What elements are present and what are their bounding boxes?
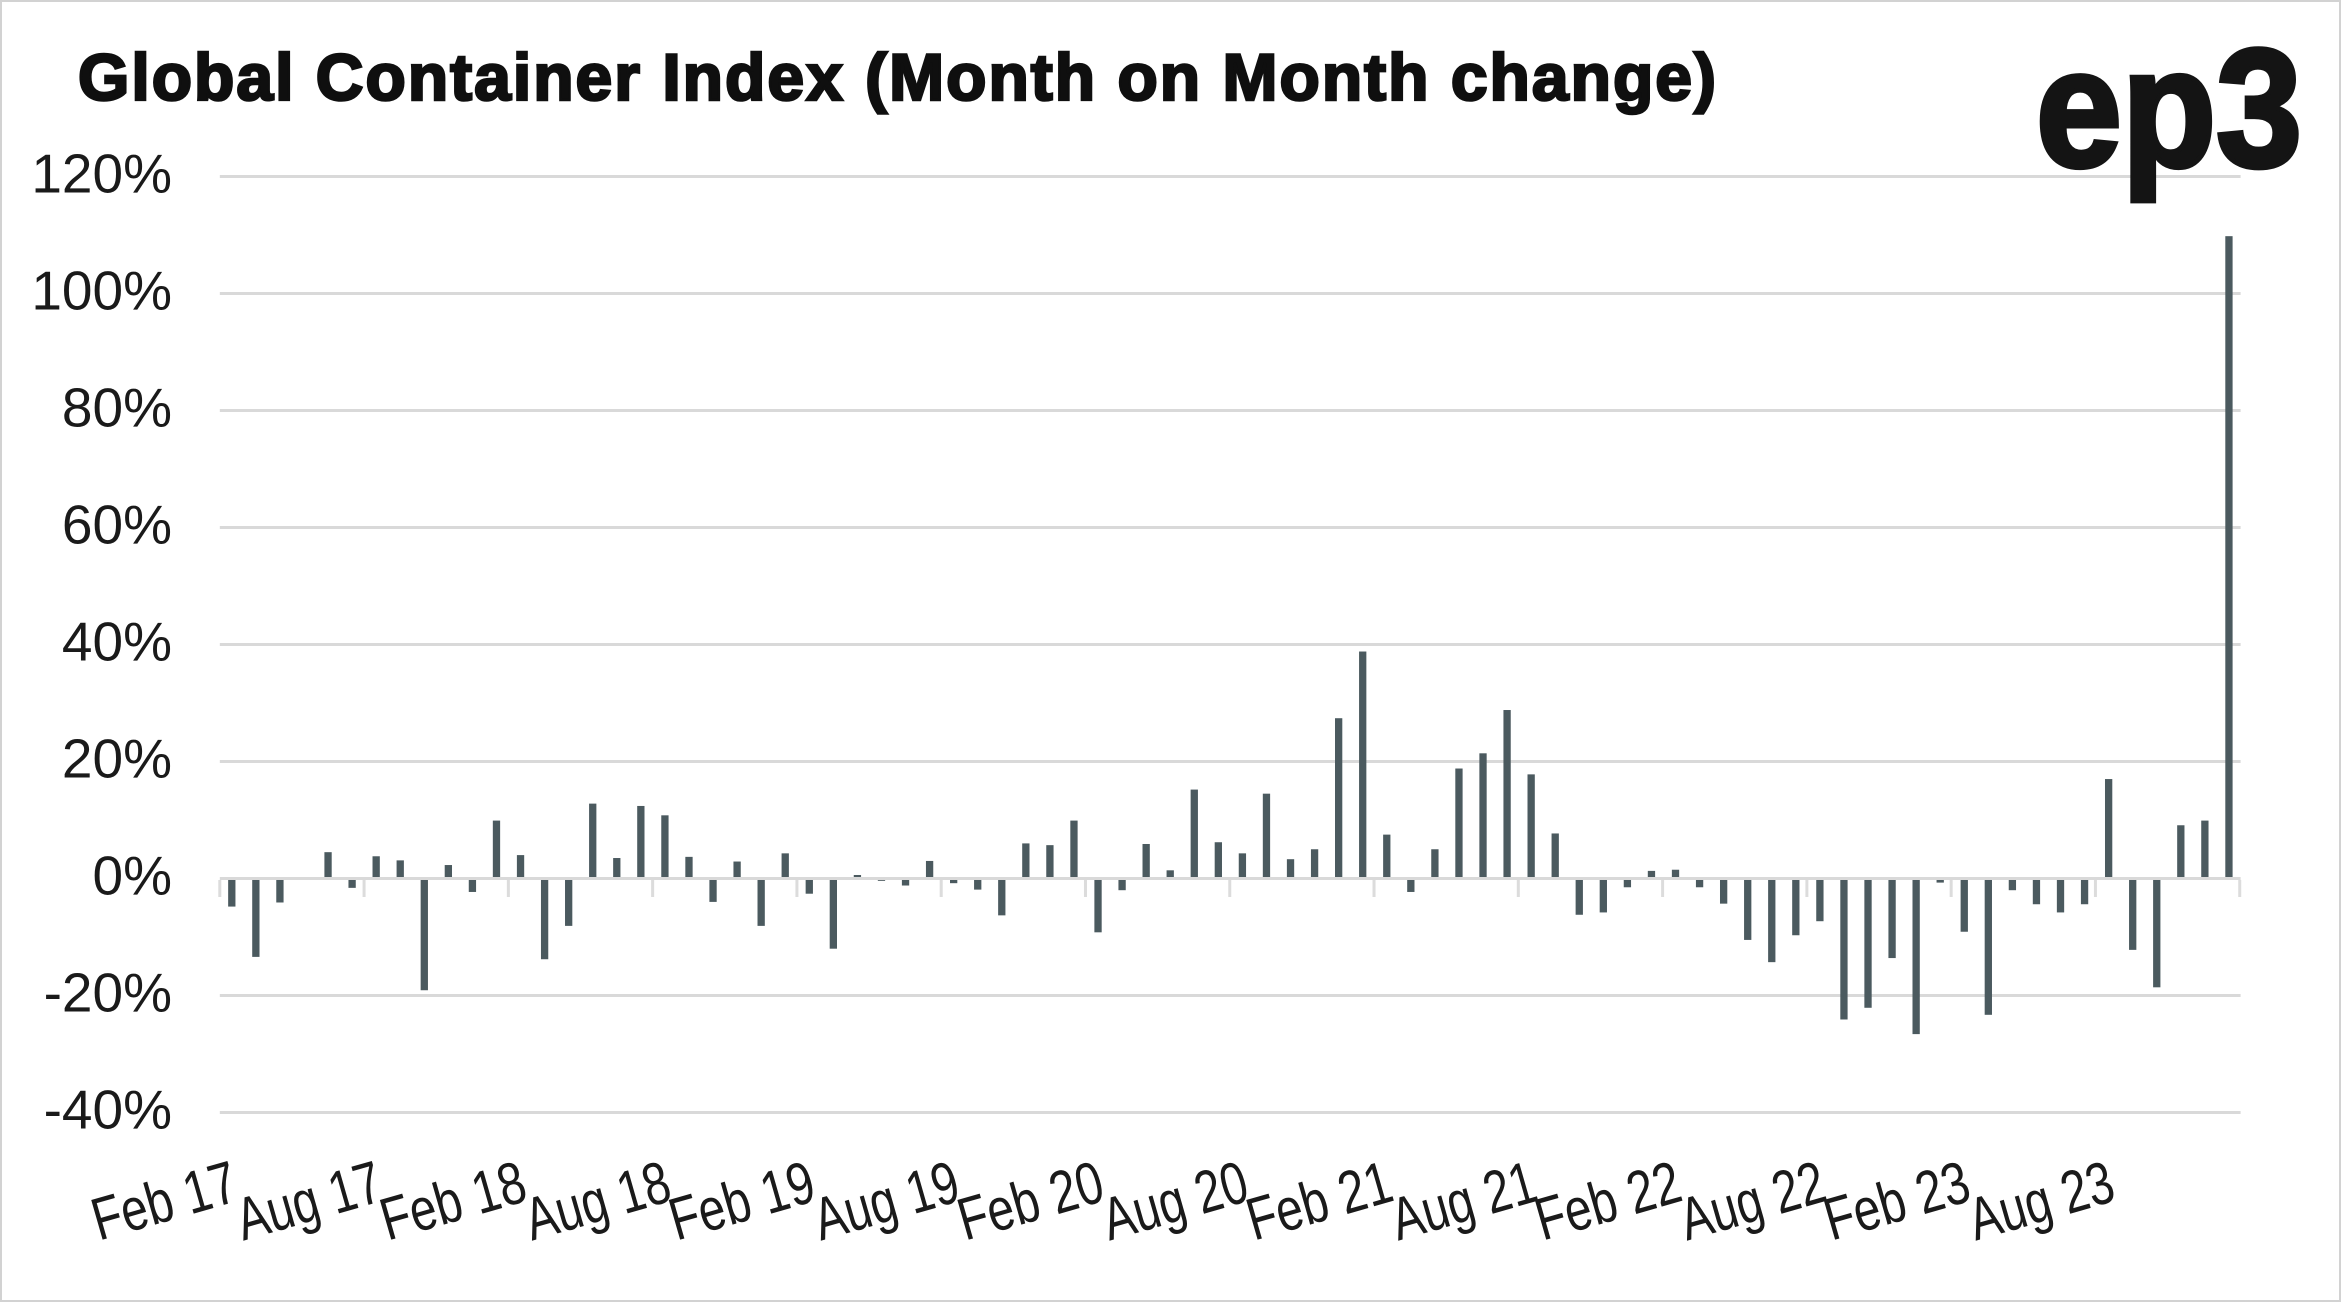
svg-text:100%: 100% (31, 260, 172, 322)
svg-text:40%: 40% (62, 611, 172, 673)
svg-text:-20%: -20% (44, 962, 172, 1024)
svg-text:20%: 20% (62, 728, 172, 790)
svg-text:60%: 60% (62, 494, 172, 556)
svg-text:0%: 0% (93, 845, 173, 907)
svg-text:Global Container Index (Month: Global Container Index (Month on Month c… (78, 40, 1716, 114)
svg-text:120%: 120% (31, 143, 172, 205)
svg-text:ep3: ep3 (2036, 14, 2302, 202)
svg-text:-40%: -40% (44, 1079, 172, 1141)
svg-text:80%: 80% (62, 377, 172, 439)
